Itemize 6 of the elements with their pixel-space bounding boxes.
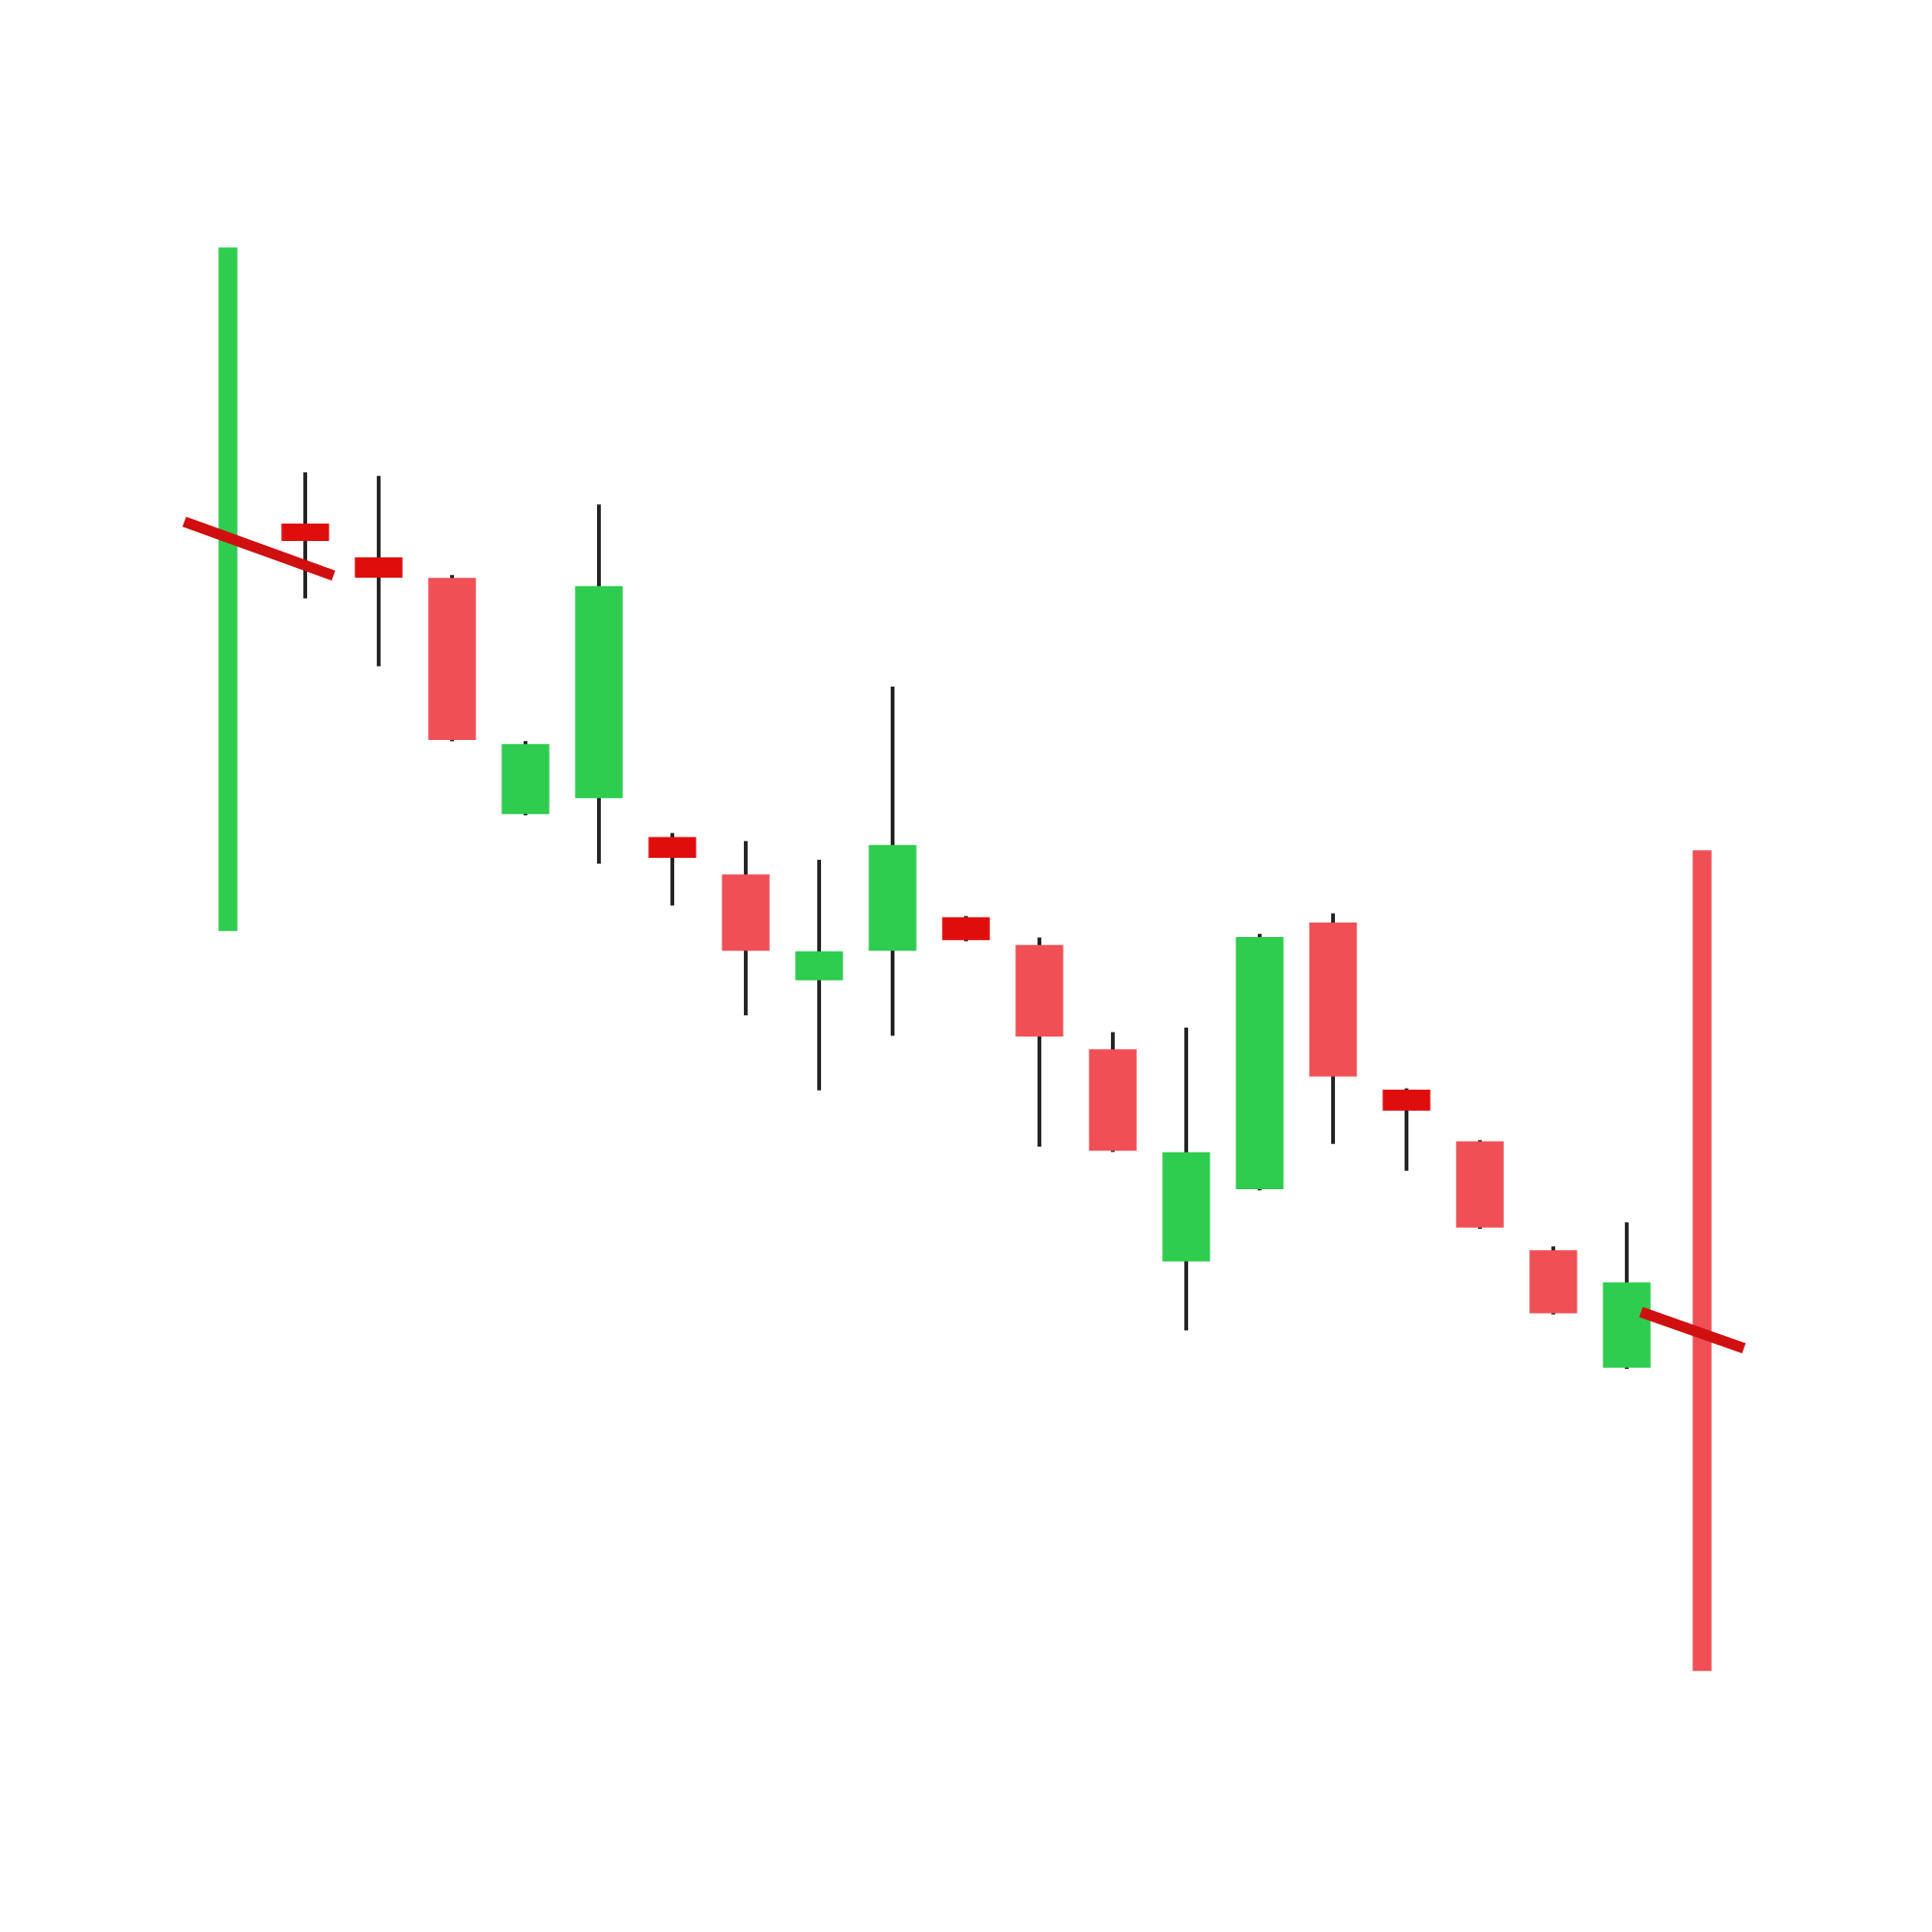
candlestick xyxy=(795,860,843,1091)
candlestick xyxy=(1382,1088,1431,1171)
candlestick xyxy=(355,475,403,667)
candlestick xyxy=(648,833,696,906)
candlestick xyxy=(281,471,329,599)
candlestick xyxy=(942,916,990,942)
